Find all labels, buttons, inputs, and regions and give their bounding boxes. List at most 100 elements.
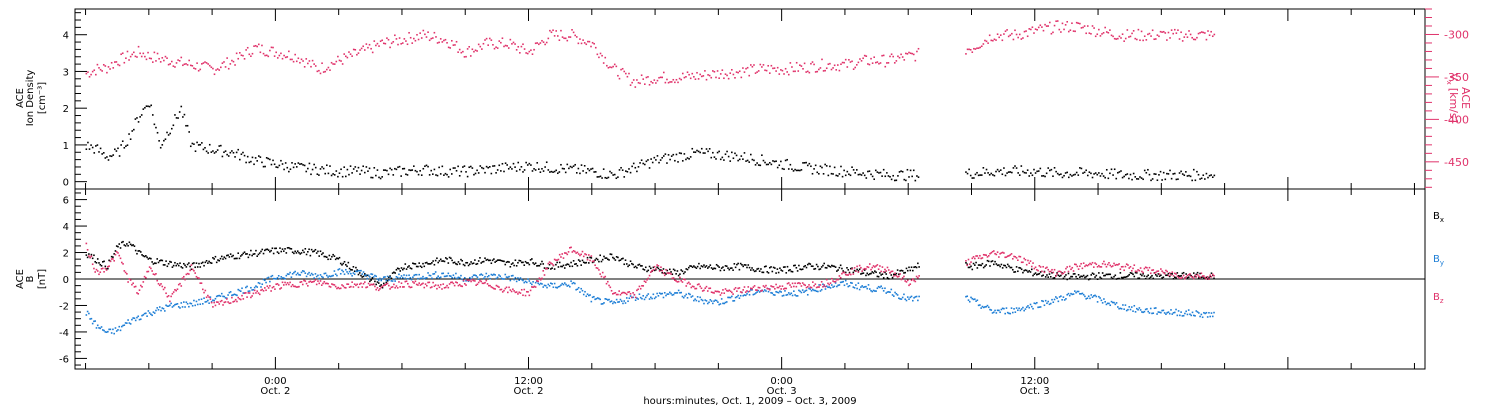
bx-point: [200, 262, 203, 265]
vx-point: [189, 64, 192, 67]
by-point: [836, 285, 838, 288]
density-point: [1031, 174, 1034, 177]
bx-point: [114, 250, 117, 252]
density-point: [545, 161, 548, 164]
density-point: [824, 163, 826, 166]
by-point: [647, 293, 650, 295]
bx-point: [181, 267, 184, 269]
bz-point: [461, 285, 464, 288]
density-point: [797, 169, 800, 172]
by-point: [632, 296, 634, 299]
by-point: [1213, 311, 1215, 314]
bx-point: [1052, 277, 1055, 279]
bx-point: [685, 268, 688, 270]
bz-point: [185, 273, 188, 276]
bx-point: [1100, 277, 1103, 280]
density-point: [246, 155, 249, 158]
by-point: [424, 277, 427, 279]
vx-point: [821, 58, 823, 61]
bx-point: [231, 255, 233, 258]
by-point: [155, 309, 157, 312]
density-point: [365, 166, 368, 168]
bz-point: [731, 291, 733, 294]
vx-point: [729, 72, 732, 74]
bz-point: [629, 292, 632, 295]
vx-point: [844, 58, 847, 61]
bz-point: [817, 286, 819, 288]
bz-point: [474, 280, 476, 282]
bx-point: [1180, 275, 1182, 277]
bx-point: [284, 248, 286, 250]
vx-point: [1197, 32, 1200, 35]
density-point: [1075, 171, 1078, 174]
vx-point: [993, 38, 996, 41]
by-point: [151, 314, 153, 317]
density-point: [588, 169, 591, 172]
by-point: [384, 276, 386, 278]
density-point: [479, 165, 482, 167]
density-point: [227, 155, 230, 157]
bx-point: [141, 254, 143, 256]
bz-point: [394, 286, 396, 289]
bx-point: [155, 262, 157, 265]
density-point: [1036, 170, 1038, 173]
bx-point: [980, 264, 982, 267]
vx-point: [531, 53, 534, 55]
bx-point: [1062, 277, 1065, 280]
vx-point: [743, 71, 746, 73]
bx-point: [1190, 274, 1193, 277]
vx-point: [314, 65, 317, 67]
density-point: [308, 162, 311, 165]
density-point: [566, 163, 569, 166]
bx-point: [217, 259, 219, 261]
vx-point: [460, 51, 463, 54]
vx-point: [1098, 28, 1100, 31]
bz-point: [672, 277, 675, 279]
bx-point: [624, 259, 627, 261]
by-point: [727, 296, 729, 299]
vx-point: [1075, 21, 1078, 24]
bz-point: [1181, 276, 1184, 279]
by-point: [1034, 302, 1037, 305]
bz-point: [1158, 273, 1161, 275]
vx-point: [201, 63, 203, 65]
bz-point: [714, 290, 717, 293]
density-point: [751, 158, 754, 161]
by-point: [133, 317, 136, 320]
bx-point: [731, 267, 733, 269]
bz-point: [546, 268, 548, 270]
bx-point: [586, 256, 589, 259]
by-point: [624, 302, 627, 304]
by-point: [771, 292, 774, 294]
bx-point: [596, 258, 599, 261]
bx-point: [1037, 273, 1039, 275]
bz-point: [408, 285, 410, 288]
by-point: [1192, 314, 1195, 317]
bz-point: [1203, 275, 1205, 277]
bx-point: [185, 266, 188, 268]
bz-point: [763, 286, 766, 288]
bx-point: [1105, 273, 1108, 276]
density-point: [131, 130, 134, 132]
by-point: [614, 301, 617, 304]
density-point: [805, 161, 807, 164]
bz-point: [746, 290, 748, 292]
by-point: [982, 306, 985, 309]
by-point: [422, 275, 424, 278]
bx-point: [970, 265, 972, 268]
by-point: [498, 274, 500, 276]
vx-point: [313, 63, 315, 65]
vx-point: [615, 65, 618, 68]
density-point: [302, 164, 304, 166]
by-point: [738, 297, 741, 299]
vx-point: [136, 56, 138, 58]
bx-point: [1120, 276, 1123, 279]
by-point: [201, 303, 204, 305]
vx-point: [593, 42, 595, 45]
density-point: [1026, 169, 1029, 171]
density-point: [577, 167, 580, 170]
by-point: [334, 273, 337, 276]
density-point: [1162, 171, 1165, 174]
bx-point: [396, 267, 399, 270]
bz-point: [809, 286, 812, 289]
